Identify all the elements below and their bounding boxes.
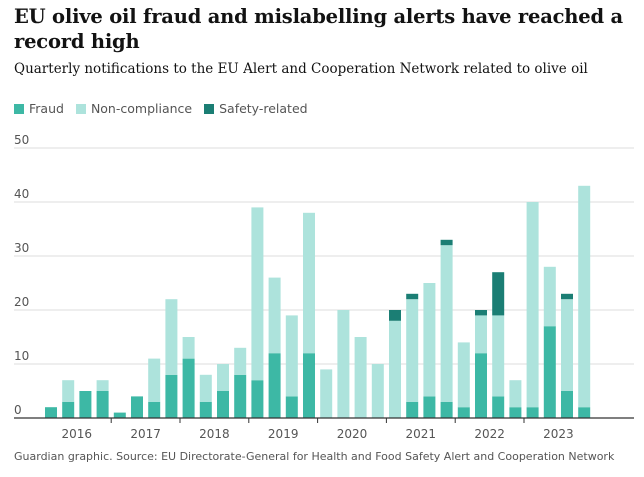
bar-non-compliance-2019-q1 <box>251 207 264 381</box>
x-tick-label-2019: 2019 <box>268 427 299 441</box>
chart-legend: Fraud Non-compliance Safety-related <box>14 101 320 116</box>
legend-swatch-fraud <box>14 103 24 114</box>
legend-item-fraud: Fraud <box>14 101 64 116</box>
bar-non-compliance-2022-q1 <box>457 342 470 408</box>
legend-item-safety-related: Safety-related <box>204 101 308 116</box>
bar-non-compliance-2018-q1 <box>182 337 195 359</box>
bar-non-compliance-2019-q4 <box>303 212 315 354</box>
bar-fraud-2016-q4 <box>96 391 109 418</box>
bar-safety-related-2023-q3 <box>561 293 573 300</box>
chart-title: EU olive oil fraud and mislabelling aler… <box>14 5 623 53</box>
bar-non-compliance-2023-q2 <box>543 266 556 327</box>
bar-fraud-2021-q3 <box>423 396 436 418</box>
bar-fraud-2022-q1 <box>457 407 470 418</box>
y-tick-label-20: 20 <box>14 295 29 309</box>
bar-non-compliance-2020-q4 <box>371 364 384 418</box>
legend-label-non-compliance: Non-compliance <box>90 101 193 116</box>
bar-non-compliance-2023-q4 <box>578 185 591 408</box>
bar-fraud-2017-q2 <box>131 396 143 418</box>
bar-non-compliance-2017-q4 <box>165 299 178 375</box>
bar-non-compliance-2019-q2 <box>268 277 281 354</box>
bar-safety-related-2021-q4 <box>440 239 453 246</box>
bar-fraud-2019-q3 <box>285 396 298 418</box>
y-tick-label-0: 0 <box>14 403 22 417</box>
bar-non-compliance-2020-q2 <box>337 310 350 418</box>
x-tick-label-2023: 2023 <box>543 427 574 441</box>
bar-non-compliance-2018-q4 <box>234 347 247 375</box>
bar-non-compliance-2021-q1 <box>389 320 401 418</box>
bar-non-compliance-2016-q4 <box>96 380 109 391</box>
chart-subtitle: Quarterly notifications to the EU Alert … <box>14 61 588 77</box>
bar-non-compliance-2021-q2 <box>406 299 419 402</box>
bar-fraud-2022-q4 <box>509 407 522 418</box>
bar-fraud-2016-q2 <box>62 401 75 418</box>
bar-non-compliance-2021-q4 <box>440 245 453 402</box>
bar-non-compliance-2020-q3 <box>354 337 367 418</box>
bar-non-compliance-2022-q3 <box>492 315 505 397</box>
bar-safety-related-2022-q2 <box>475 310 487 316</box>
x-tick-label-2018: 2018 <box>199 427 230 441</box>
bar-non-compliance-2018-q2 <box>199 374 212 402</box>
x-tick-label-2016: 2016 <box>62 427 93 441</box>
bar-fraud-2017-q4 <box>165 374 178 418</box>
legend-item-non-compliance: Non-compliance <box>75 101 193 116</box>
bar-fraud-2022-q2 <box>475 353 487 418</box>
bar-fraud-2018-q4 <box>234 374 247 418</box>
y-tick-label-40: 40 <box>14 187 29 201</box>
bar-fraud-2021-q4 <box>440 401 453 418</box>
legend-swatch-non-compliance <box>75 103 86 114</box>
bar-fraud-2019-q1 <box>251 380 264 418</box>
bar-fraud-2019-q4 <box>303 353 315 418</box>
bar-fraud-2023-q2 <box>543 326 556 418</box>
bar-non-compliance-2023-q1 <box>526 202 539 408</box>
bar-fraud-2023-q4 <box>578 407 591 418</box>
bar-non-compliance-2020-q1 <box>320 369 333 418</box>
bar-fraud-2022-q3 <box>492 396 505 418</box>
bar-fraud-2021-q2 <box>406 401 419 418</box>
bar-non-compliance-2022-q4 <box>509 380 522 408</box>
legend-swatch-safety-related <box>204 103 215 114</box>
bar-fraud-2018-q3 <box>217 391 229 418</box>
x-tick-label-2021: 2021 <box>406 427 437 441</box>
bar-fraud-2016-q3 <box>79 391 92 418</box>
bar-non-compliance-2017-q3 <box>148 358 161 402</box>
bar-non-compliance-2016-q2 <box>62 380 75 402</box>
y-tick-label-50: 50 <box>14 133 29 147</box>
bar-safety-related-2021-q1 <box>389 310 401 321</box>
bar-non-compliance-2023-q3 <box>561 299 573 391</box>
bar-fraud-2016-q1 <box>45 407 57 418</box>
bar-fraud-2018-q2 <box>199 401 212 418</box>
bar-non-compliance-2018-q3 <box>217 364 229 391</box>
bar-fraud-2019-q2 <box>268 353 281 418</box>
bar-fraud-2017-q1 <box>113 412 126 418</box>
y-tick-label-10: 10 <box>14 349 29 363</box>
bar-safety-related-2021-q2 <box>406 293 419 300</box>
bar-fraud-2018-q1 <box>182 358 195 418</box>
x-tick-label-2020: 2020 <box>337 427 368 441</box>
bar-non-compliance-2021-q3 <box>423 283 436 397</box>
bar-fraud-2023-q3 <box>561 391 573 418</box>
x-tick-label-2022: 2022 <box>474 427 505 441</box>
legend-label-safety-related: Safety-related <box>219 101 308 116</box>
bar-safety-related-2022-q3 <box>492 272 505 316</box>
chart-source-note: Guardian graphic. Source: EU Directorate… <box>14 450 615 463</box>
y-tick-label-30: 30 <box>14 241 29 255</box>
bar-fraud-2017-q3 <box>148 401 161 418</box>
bar-fraud-2023-q1 <box>526 407 539 418</box>
legend-label-fraud: Fraud <box>29 101 64 116</box>
bar-non-compliance-2019-q3 <box>285 315 298 397</box>
bar-non-compliance-2022-q2 <box>475 315 487 354</box>
x-tick-label-2017: 2017 <box>130 427 161 441</box>
